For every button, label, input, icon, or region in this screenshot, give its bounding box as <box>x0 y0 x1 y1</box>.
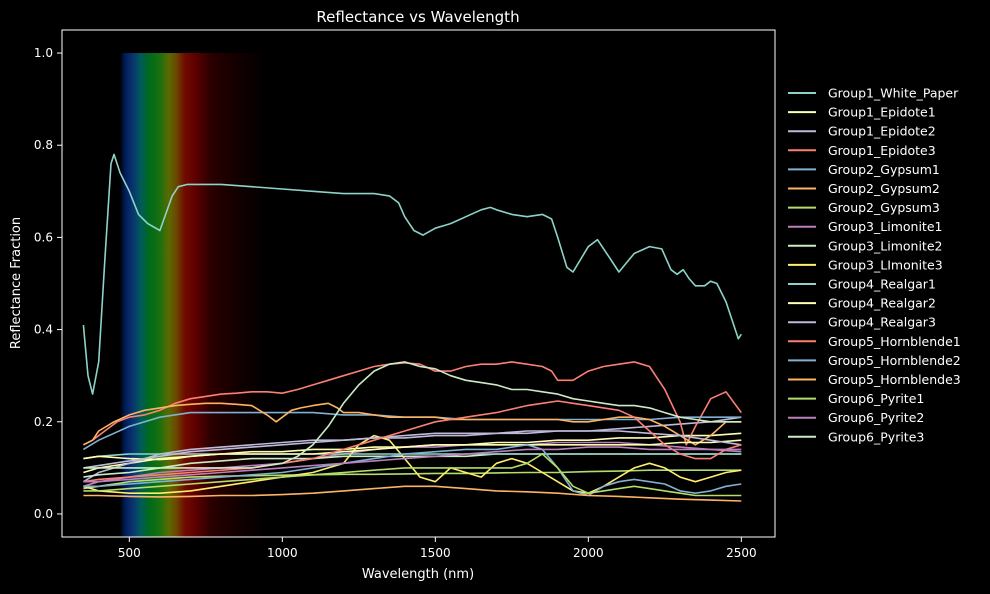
series-line-17 <box>83 453 742 497</box>
legend-label-6: Group2_Gypsum2 <box>828 181 940 196</box>
series-line-3 <box>82 416 742 483</box>
series-line-12 <box>83 439 742 461</box>
y-tick-label: 1.0 <box>34 46 53 60</box>
legend-label-15: Group5_Hornblende2 <box>828 353 961 368</box>
legend-label-13: Group4_Realgar3 <box>828 315 936 330</box>
y-tick-label: 0.2 <box>34 415 53 429</box>
series-line-14 <box>83 400 742 483</box>
y-axis-ticks: 0.0 0.2 0.4 0.6 0.8 1.0 <box>34 46 62 521</box>
legend: Group1_White_Paper Group1_Epidote1 Group1_… <box>788 86 961 444</box>
y-tick-label: 0.4 <box>34 323 53 337</box>
series-lines <box>82 153 742 502</box>
series-line-19 <box>83 361 742 469</box>
legend-label-3: Group1_Epidote2 <box>828 124 936 139</box>
legend-label-2: Group1_Epidote1 <box>828 105 936 120</box>
x-axis-label: Wavelength (nm) <box>362 567 474 582</box>
legend-label-16: Group5_Hornblende3 <box>828 372 961 387</box>
legend-label-4: Group1_Epidote3 <box>828 143 936 158</box>
visible-spectrum-band <box>120 53 268 537</box>
legend-label-12: Group4_Realgar2 <box>828 296 936 311</box>
series-line-4 <box>83 361 742 446</box>
series-line-1 <box>82 153 742 395</box>
y-tick-label: 0.8 <box>34 138 53 152</box>
x-tick-label: 2000 <box>573 546 604 560</box>
legend-label-5: Group2_Gypsum1 <box>828 162 940 177</box>
series-line-18 <box>83 446 742 483</box>
legend-label-9: Group3_Limonite2 <box>828 238 942 253</box>
legend-label-8: Group3_Limonite1 <box>828 219 942 234</box>
legend-label-17: Group6_Pyrite1 <box>828 391 924 406</box>
legend-label-10: Group3_LImonite3 <box>828 257 943 272</box>
x-tick-label: 1000 <box>267 546 298 560</box>
x-axis-ticks: 500 1000 1500 2000 2500 <box>118 537 757 560</box>
plot-frame <box>61 29 776 538</box>
series-line-10 <box>83 434 742 495</box>
chart-title: Reflectance vs Wavelength <box>316 8 519 26</box>
x-tick-label: 1500 <box>420 546 451 560</box>
y-tick-label: 0.0 <box>34 507 53 521</box>
legend-label-11: Group4_Realgar1 <box>828 277 936 292</box>
y-axis-label: Reflectance Fraction <box>9 217 24 349</box>
series-line-15 <box>83 443 742 497</box>
legend-label-18: Group6_Pyrite2 <box>828 410 924 425</box>
y-tick-label: 0.6 <box>34 230 53 244</box>
series-line-13 <box>83 430 742 469</box>
x-tick-label: 2500 <box>726 546 757 560</box>
legend-label-19: Group6_Pyrite3 <box>828 429 924 444</box>
x-tick-label: 500 <box>118 546 141 560</box>
legend-label-1: Group1_White_Paper <box>828 86 959 101</box>
series-line-6 <box>83 402 742 446</box>
legend-label-14: Group5_Hornblende1 <box>828 334 961 349</box>
legend-label-7: Group2_Gypsum3 <box>828 200 940 215</box>
series-line-16 <box>83 485 742 502</box>
